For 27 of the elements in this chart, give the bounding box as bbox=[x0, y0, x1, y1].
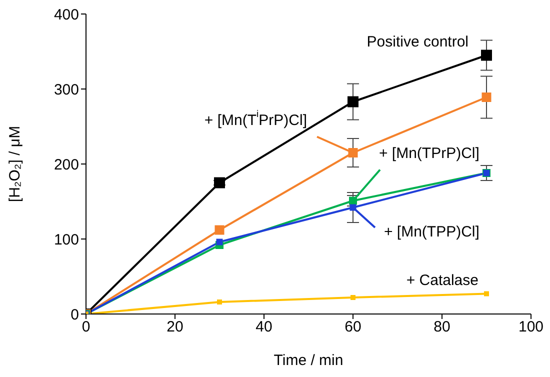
x-tick-label: 40 bbox=[256, 318, 272, 336]
x-tick-label: 100 bbox=[518, 318, 544, 336]
y-tick-label: 100 bbox=[54, 231, 79, 248]
x-axis-title: Time / min bbox=[274, 352, 344, 369]
series-label: + [Mn(TPrP)Cl] bbox=[379, 144, 480, 162]
y-tick-label: 0 bbox=[70, 306, 79, 324]
point bbox=[214, 177, 225, 188]
series-label: + [Mn(TPP)Cl] bbox=[384, 223, 480, 240]
y-tick-label: 200 bbox=[54, 156, 79, 174]
point bbox=[482, 92, 492, 102]
y-tick-label: 300 bbox=[54, 81, 79, 98]
point bbox=[216, 238, 223, 246]
y-tick-label: 400 bbox=[54, 6, 79, 24]
x-tick-label: 20 bbox=[166, 318, 184, 336]
point bbox=[214, 225, 224, 235]
point bbox=[350, 295, 356, 300]
point bbox=[481, 50, 492, 61]
point bbox=[217, 300, 222, 304]
y-axis-title: [H₂O₂] / μM bbox=[6, 126, 24, 202]
x-tick-label: 60 bbox=[344, 318, 362, 336]
series-label: Positive control bbox=[366, 32, 468, 50]
text: + [Mn(T$^{i}$PrP)Cl] bbox=[204, 108, 307, 128]
x-tick-label: 80 bbox=[434, 318, 450, 336]
point bbox=[348, 96, 358, 108]
x-tick-label: 0 bbox=[82, 318, 90, 336]
series-label: + Catalase bbox=[406, 271, 478, 288]
point bbox=[484, 291, 489, 296]
